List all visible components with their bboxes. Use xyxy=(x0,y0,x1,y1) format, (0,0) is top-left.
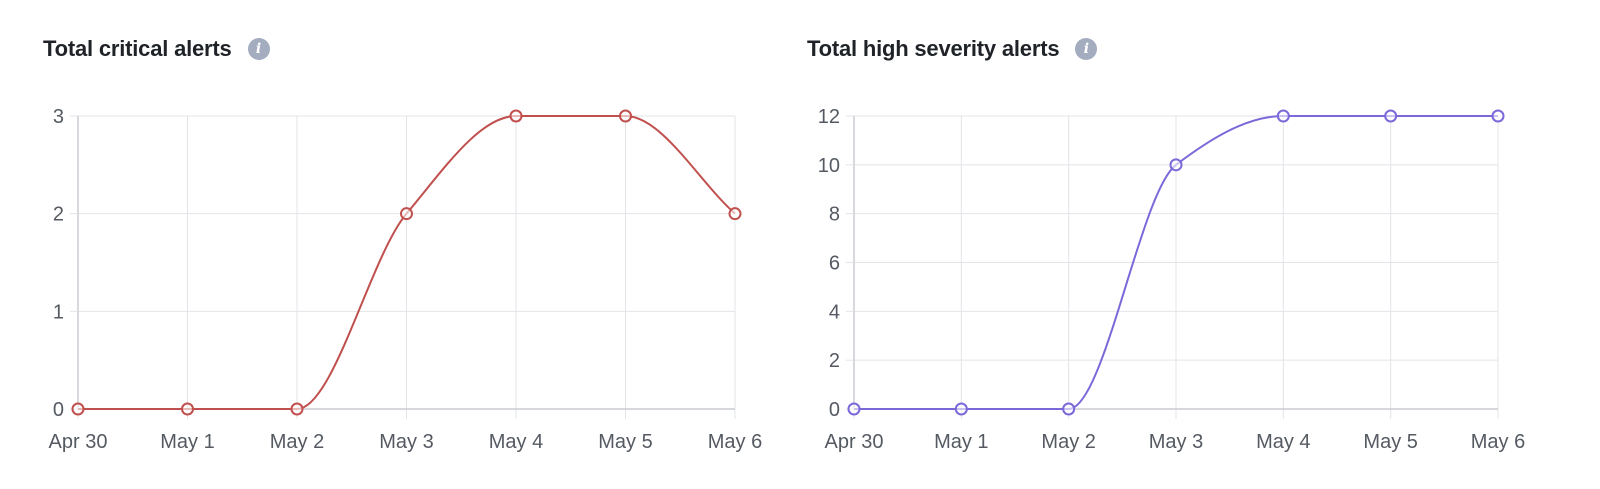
high-y-tick-label: 0 xyxy=(829,399,840,421)
critical-data-point[interactable] xyxy=(290,402,304,416)
critical-y-tick-label: 0 xyxy=(53,399,64,421)
critical-gridlines xyxy=(77,115,736,419)
critical-data-point[interactable] xyxy=(181,402,194,416)
critical-x-tick-label: May 6 xyxy=(708,431,762,453)
critical-data-point[interactable] xyxy=(509,109,523,123)
high-data-point[interactable] xyxy=(1384,109,1398,123)
critical-y-tick-label: 1 xyxy=(53,301,64,323)
info-icon[interactable]: i xyxy=(1075,38,1098,60)
high-y-tick-label: 12 xyxy=(818,106,840,128)
high-y-tick-label: 10 xyxy=(818,155,840,177)
high-data-point[interactable] xyxy=(1169,158,1183,172)
critical-data-point[interactable] xyxy=(400,207,413,221)
critical-x-tick-label: May 4 xyxy=(489,431,543,453)
high-x-tick-label: May 2 xyxy=(1041,431,1095,453)
high-severity-alerts-header: Total high severity alerts i xyxy=(807,36,1098,62)
critical-x-tick-label: May 5 xyxy=(598,431,652,453)
high-severity-alerts-panel: Total high severity alerts i 0 2 4 6 8 10 12 Ap… xyxy=(790,0,1600,489)
critical-x-tick-label: May 2 xyxy=(270,431,324,453)
high-data-point[interactable] xyxy=(1062,402,1076,416)
high-x-tick-label: May 3 xyxy=(1149,431,1203,453)
high-x-tick-label: Apr 30 xyxy=(825,431,884,453)
high-y-tick-label: 8 xyxy=(829,204,840,226)
high-data-point[interactable] xyxy=(1491,109,1505,123)
high-x-tick-label: May 5 xyxy=(1363,431,1417,453)
critical-data-point[interactable] xyxy=(71,402,85,416)
critical-data-point[interactable] xyxy=(728,207,742,221)
critical-x-tick-label: May 1 xyxy=(160,431,214,453)
high-y-tick-label: 2 xyxy=(829,350,840,372)
high-x-tick-label: May 6 xyxy=(1471,431,1525,453)
critical-alerts-title: Total critical alerts xyxy=(43,36,232,61)
critical-x-tick-label: Apr 30 xyxy=(49,431,108,453)
critical-data-point[interactable] xyxy=(619,109,632,123)
critical-alerts-header: Total critical alerts i xyxy=(43,36,270,62)
critical-y-tick-label: 3 xyxy=(53,106,64,128)
high-data-point[interactable] xyxy=(847,402,861,416)
high-severity-alerts-chart: 0 2 4 6 8 10 12 Apr 30 May 1 May 2 May 3 May 4 May 5… xyxy=(818,106,1525,453)
info-icon[interactable]: i xyxy=(247,38,270,60)
high-x-tick-label: May 4 xyxy=(1256,431,1310,453)
critical-x-tick-label: May 3 xyxy=(379,431,433,453)
critical-alerts-chart: 0 1 2 3 Apr 30 May 1 May 2 May 3 May 4 May 5 May 6 xyxy=(49,106,763,453)
high-severity-alerts-title: Total high severity alerts xyxy=(807,36,1060,61)
high-x-tick-label: May 1 xyxy=(934,431,988,453)
high-data-point[interactable] xyxy=(954,402,968,416)
critical-alerts-panel: Total critical alerts i 0 1 2 3 Apr 30 May 1 M… xyxy=(0,0,790,489)
high-data-point[interactable] xyxy=(1276,109,1290,123)
critical-y-tick-label: 2 xyxy=(53,204,64,226)
high-y-tick-label: 4 xyxy=(829,301,840,323)
high-y-tick-label: 6 xyxy=(829,253,840,275)
